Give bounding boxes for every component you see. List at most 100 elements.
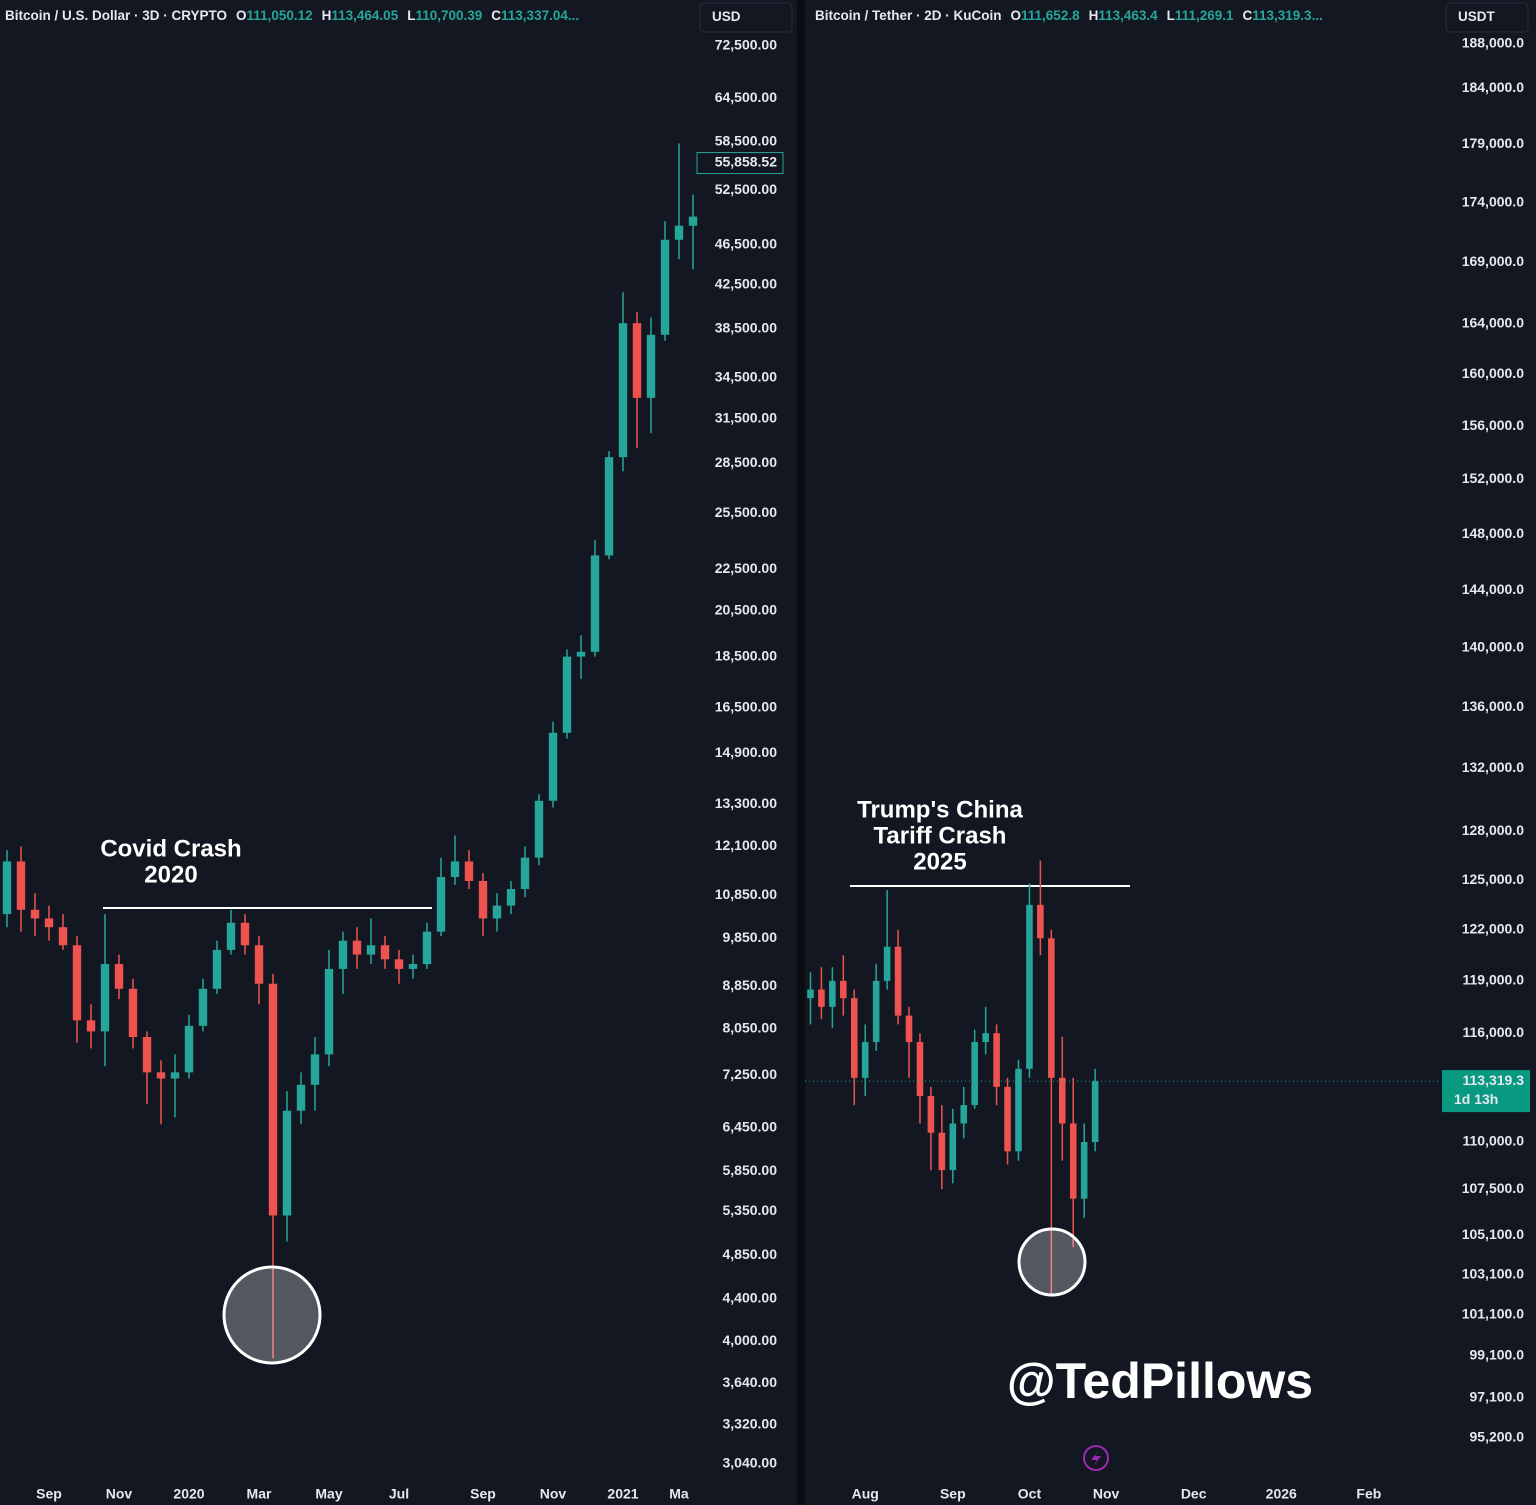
candle-body [872, 980, 880, 1043]
candle-body [883, 946, 891, 981]
y-tick-label: 7,250.00 [723, 1066, 778, 1082]
candle-body [1069, 1123, 1077, 1199]
ohlc-label: L [407, 8, 415, 23]
x-tick-label: Sep [470, 1486, 496, 1502]
chart-header: Bitcoin / Tether · 2D · KuCoin O111,652.8… [815, 8, 1323, 23]
y-tick-label: 38,500.00 [715, 320, 777, 336]
candle-body [1059, 1077, 1066, 1124]
candle-body [44, 918, 54, 928]
y-tick-label: 5,350.00 [723, 1202, 778, 1218]
ohlc-label: O [1011, 8, 1022, 23]
y-tick-label: 18,500.00 [715, 647, 777, 663]
candle-body [1037, 904, 1044, 939]
y-tick-label: 122,000.0 [1462, 921, 1524, 937]
watermark: @TedPillows [1007, 1353, 1313, 1409]
candle-body [338, 940, 348, 969]
ohlc-value: 113,463.4 [1098, 8, 1158, 23]
candle-body [1015, 1068, 1022, 1152]
y-tick-label: 12,100.00 [715, 837, 777, 853]
ohlc-value: 113,319.3... [1252, 8, 1323, 23]
x-tick-label: Sep [940, 1486, 966, 1502]
y-tick-label: 4,850.00 [723, 1246, 778, 1262]
candle-body [674, 225, 684, 240]
ohlc-label: C [1243, 8, 1253, 23]
y-tick-label: 8,850.00 [723, 977, 778, 993]
candle-body [16, 861, 26, 910]
candle-body [576, 651, 586, 657]
lightning-icon[interactable] [1083, 1445, 1109, 1471]
candle-body [618, 323, 628, 458]
ohlc-value: 111,050.12 [247, 8, 313, 23]
candle-body [352, 940, 362, 955]
highlight-circle [1017, 1227, 1087, 1297]
candle-body [604, 457, 614, 556]
candle-body [86, 1020, 96, 1032]
ohlc-value: 113,464.05 [331, 8, 398, 23]
y-tick-label: 164,000.0 [1462, 315, 1524, 331]
y-tick-label: 136,000.0 [1462, 698, 1524, 714]
candle-body [100, 964, 110, 1032]
y-tick-label: 184,000.0 [1462, 79, 1524, 95]
candle-body [156, 1072, 166, 1079]
annotation-text: 2025 [913, 848, 966, 875]
y-tick-label: 3,640.00 [723, 1374, 778, 1390]
candle-body [170, 1072, 180, 1079]
candle-body [2, 861, 12, 915]
y-tick-label: 9,850.00 [723, 929, 778, 945]
y-tick-label: 97,100.0 [1470, 1388, 1525, 1404]
candle-body [894, 946, 902, 1016]
candle-body [1026, 904, 1033, 1069]
candle-body [1091, 1081, 1099, 1143]
price-tag-label: 55,858.52 [715, 153, 777, 169]
chart-title: Bitcoin / U.S. Dollar · 3D · CRYPTO [5, 8, 227, 23]
candle-body [478, 880, 488, 919]
annotation-text: 2020 [144, 861, 197, 888]
y-tick-label: 128,000.0 [1462, 822, 1524, 838]
candle-body [366, 945, 376, 955]
y-tick-label: 4,400.00 [723, 1289, 778, 1305]
candle-body [296, 1084, 306, 1111]
y-tick-label: 174,000.0 [1462, 193, 1524, 209]
ohlc-label: H [322, 8, 332, 23]
currency-label: USD [712, 9, 741, 24]
y-tick-label: 34,500.00 [715, 369, 777, 385]
y-tick-label: 31,500.00 [715, 409, 777, 425]
y-tick-label: 52,500.00 [715, 181, 777, 197]
ohlc-value: 111,269.1 [1175, 8, 1234, 23]
x-tick-label: 2020 [173, 1486, 204, 1502]
candle-body [72, 945, 82, 1021]
y-tick-label: 5,850.00 [723, 1162, 778, 1178]
currency-box [1445, 2, 1529, 33]
y-tick-label: 169,000.0 [1462, 253, 1524, 269]
x-tick-label: 2021 [607, 1486, 638, 1502]
candle-body [534, 800, 544, 858]
annotation-text: Trump's China [857, 796, 1023, 823]
candle-body [829, 980, 836, 1007]
candle-body [562, 656, 572, 733]
candle-body [938, 1132, 946, 1171]
candle-body [949, 1123, 957, 1171]
candle-body [850, 998, 858, 1078]
y-tick-label: 125,000.0 [1462, 871, 1524, 887]
x-tick-label: Mar [247, 1486, 272, 1502]
candle-body [960, 1105, 968, 1124]
y-tick-label: 20,500.00 [715, 601, 777, 617]
candle-body [240, 922, 250, 946]
x-tick-label: Aug [852, 1486, 879, 1502]
candle-body [450, 861, 460, 877]
icon-bolt [1091, 1450, 1101, 1467]
candle-body [927, 1095, 935, 1133]
x-tick-label: Nov [540, 1486, 567, 1502]
candle-body [807, 989, 814, 999]
candle-body [30, 909, 40, 919]
candle-body [394, 959, 404, 969]
y-tick-label: 188,000.0 [1462, 35, 1524, 51]
candle-body [1080, 1142, 1088, 1199]
annotation-text: Tariff Crash [874, 822, 1007, 849]
ohlc-label: H [1089, 8, 1099, 23]
y-tick-label: 140,000.0 [1462, 639, 1524, 655]
x-tick-label: 2026 [1266, 1486, 1297, 1502]
x-tick-label: Sep [36, 1486, 62, 1502]
y-tick-label: 99,100.0 [1470, 1346, 1525, 1362]
